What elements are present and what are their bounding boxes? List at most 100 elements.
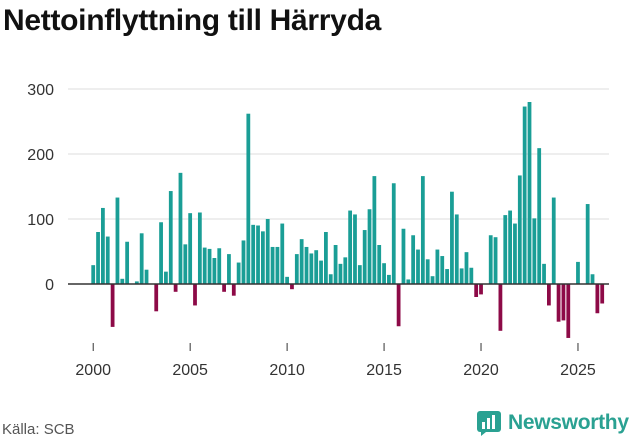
bar [110,284,115,327]
bar [285,276,289,284]
bar [241,240,246,284]
bar [566,284,571,338]
bar [479,284,483,295]
bar [517,175,522,284]
bar [411,235,416,284]
bar [304,246,309,284]
bar [459,268,464,284]
bar [96,232,100,284]
bar [454,214,459,284]
bar [498,284,503,331]
x-axis-ticks: 2000 2005 2010 2015 2020 2025 [75,343,596,379]
bar [178,172,183,284]
bar [159,222,163,284]
x-tick-label: 2000 [75,362,111,379]
bar [173,284,178,292]
bar [372,176,377,284]
bar [324,232,328,284]
bar [280,223,285,284]
bar [338,263,343,284]
page-title: Nettoinflyttning till Härryda [3,4,381,37]
bar [294,254,299,284]
y-tick-label: 0 [45,277,54,294]
bar [382,263,386,284]
bar [154,284,159,312]
bar [600,284,605,304]
bar [585,204,590,284]
bar [328,274,333,284]
bar [367,209,372,284]
bar [115,197,120,284]
bar [493,237,498,284]
x-tick-label: 2010 [269,362,305,379]
y-tick-label: 100 [27,212,54,229]
bar [425,259,430,284]
bar [416,249,420,284]
bar [488,235,493,284]
bar [125,241,130,284]
bar [348,210,353,284]
bar [256,225,260,284]
bar [464,252,469,284]
brand-logo: Newsworthy [476,410,629,436]
bar [440,256,445,284]
bar [299,239,304,284]
bar [445,269,449,284]
bar [197,212,202,284]
bar [134,281,139,284]
bar [231,284,236,296]
bar [522,106,527,284]
bar [246,113,251,284]
bar [217,248,222,284]
bar [353,214,357,284]
bar [260,231,265,284]
bar [101,207,105,284]
bar [227,254,231,284]
bar [406,279,411,284]
bar [212,258,217,284]
bar [590,274,595,284]
bar [401,228,406,284]
x-tick-label: 2025 [560,362,596,379]
x-tick-label: 2005 [172,362,208,379]
x-tick-label: 2015 [366,362,402,379]
bar [251,224,256,284]
bar [343,257,348,284]
bar [542,263,546,284]
bar [527,102,532,284]
bar [420,176,425,284]
bar [188,213,193,284]
bar [556,284,561,322]
bar [430,276,435,284]
bar [450,191,454,284]
bar [183,244,188,284]
bar [333,245,338,284]
bar [435,249,440,284]
bar [551,197,556,284]
brand-name: Newsworthy [508,411,629,434]
bars [91,102,605,338]
bar [357,265,362,284]
bar [362,230,367,284]
bar [222,284,226,292]
bar [537,148,542,284]
bar [105,236,110,284]
bar [319,260,323,284]
bar [290,284,294,290]
bar [547,284,551,306]
bar [503,215,508,284]
bar [120,278,125,284]
bar [139,233,144,284]
bar [91,265,96,284]
y-tick-label: 200 [27,147,54,164]
y-axis-ticks: 0 100 200 300 [27,82,54,294]
bar [576,261,580,284]
bar [270,246,275,284]
x-tick-label: 2020 [463,362,499,379]
bar [309,253,314,284]
bar [202,247,207,284]
bar [561,284,566,321]
bar [508,210,512,284]
bar [513,223,517,284]
